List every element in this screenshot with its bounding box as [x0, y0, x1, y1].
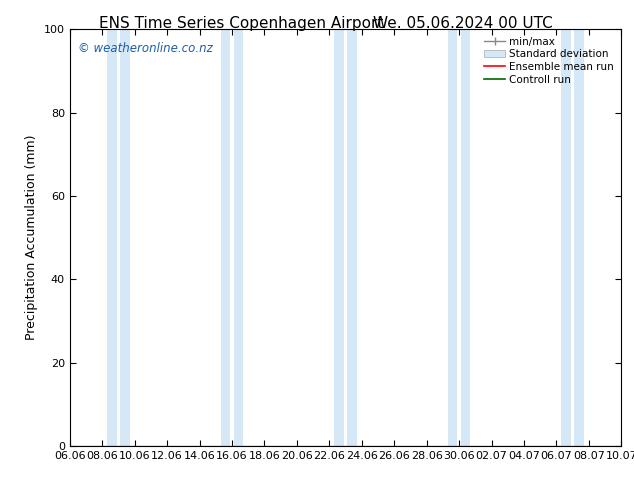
Bar	[120, 29, 130, 446]
Bar	[461, 29, 470, 446]
Bar	[448, 29, 458, 446]
Bar	[574, 29, 584, 446]
Bar	[221, 29, 230, 446]
Y-axis label: Precipitation Accumulation (mm): Precipitation Accumulation (mm)	[25, 135, 38, 341]
Bar	[334, 29, 344, 446]
Bar	[107, 29, 117, 446]
Text: We. 05.06.2024 00 UTC: We. 05.06.2024 00 UTC	[373, 16, 553, 31]
Legend: min/max, Standard deviation, Ensemble mean run, Controll run: min/max, Standard deviation, Ensemble me…	[482, 35, 616, 87]
Bar	[233, 29, 243, 446]
Bar	[347, 29, 357, 446]
Text: ENS Time Series Copenhagen Airport: ENS Time Series Copenhagen Airport	[99, 16, 383, 31]
Bar	[561, 29, 571, 446]
Text: © weatheronline.co.nz: © weatheronline.co.nz	[78, 42, 213, 55]
